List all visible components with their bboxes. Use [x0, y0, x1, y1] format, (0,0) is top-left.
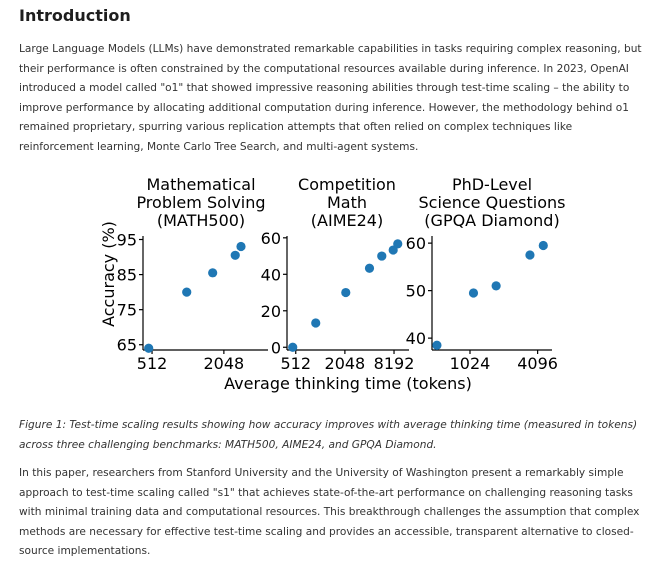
data-point — [491, 281, 501, 291]
y-tick-label: 75 — [117, 301, 137, 320]
data-point — [144, 343, 154, 353]
x-tick-label: 1024 — [450, 354, 491, 373]
figure-x-axis-label: Average thinking time (tokens) — [224, 374, 472, 393]
data-point — [311, 318, 321, 328]
chart-title-line: Problem Solving — [136, 193, 265, 212]
y-tick-label: 60 — [406, 234, 426, 253]
data-point — [341, 287, 351, 298]
chart-title-line: (GPQA Diamond) — [424, 211, 559, 230]
x-tick-label: 512 — [280, 354, 311, 373]
data-point — [377, 251, 387, 261]
data-point — [525, 250, 535, 260]
y-tick-label: 95 — [117, 231, 137, 250]
data-point — [432, 340, 442, 350]
y-tick-label: 50 — [406, 282, 426, 301]
data-point — [468, 288, 479, 298]
chart-title-line: Math — [327, 193, 367, 212]
chart-title-line: Competition — [298, 175, 396, 194]
chart-title-line: (AIME24) — [311, 211, 383, 230]
x-tick-label: 2048 — [204, 354, 245, 373]
x-tick-label: 2048 — [325, 354, 366, 373]
data-point — [393, 239, 403, 249]
y-tick-label: 65 — [117, 336, 137, 355]
data-point — [364, 263, 375, 273]
y-tick-label: 0 — [271, 338, 281, 357]
data-point — [538, 240, 548, 251]
data-point — [182, 287, 192, 297]
x-tick-label: 4096 — [517, 354, 558, 373]
y-tick-label: 85 — [117, 266, 137, 285]
intro-paragraph: Large Language Models (LLMs) have demons… — [19, 43, 642, 153]
chart-title-line: Mathematical — [146, 175, 255, 194]
study-paragraph: In this paper, researchers from Stanford… — [19, 467, 640, 557]
x-tick-label: 8192 — [374, 354, 415, 373]
chart-title-line: PhD-Level — [452, 175, 532, 194]
chart-title-line: (MATH500) — [157, 211, 245, 230]
data-point — [236, 241, 246, 252]
data-point — [288, 342, 298, 352]
section-heading: Introduction — [19, 6, 131, 25]
figure-caption: Figure 1: Test-time scaling results show… — [19, 419, 638, 451]
y-tick-label: 20 — [261, 302, 281, 321]
data-point — [208, 268, 218, 278]
x-tick-label: 512 — [137, 354, 168, 373]
y-tick-label: 40 — [261, 265, 281, 284]
data-point — [230, 250, 240, 260]
y-tick-label: 40 — [406, 329, 426, 348]
figure-y-axis-label: Accuracy (%) — [99, 221, 118, 327]
y-tick-label: 60 — [261, 229, 281, 248]
chart-title-line: Science Questions — [418, 193, 565, 212]
